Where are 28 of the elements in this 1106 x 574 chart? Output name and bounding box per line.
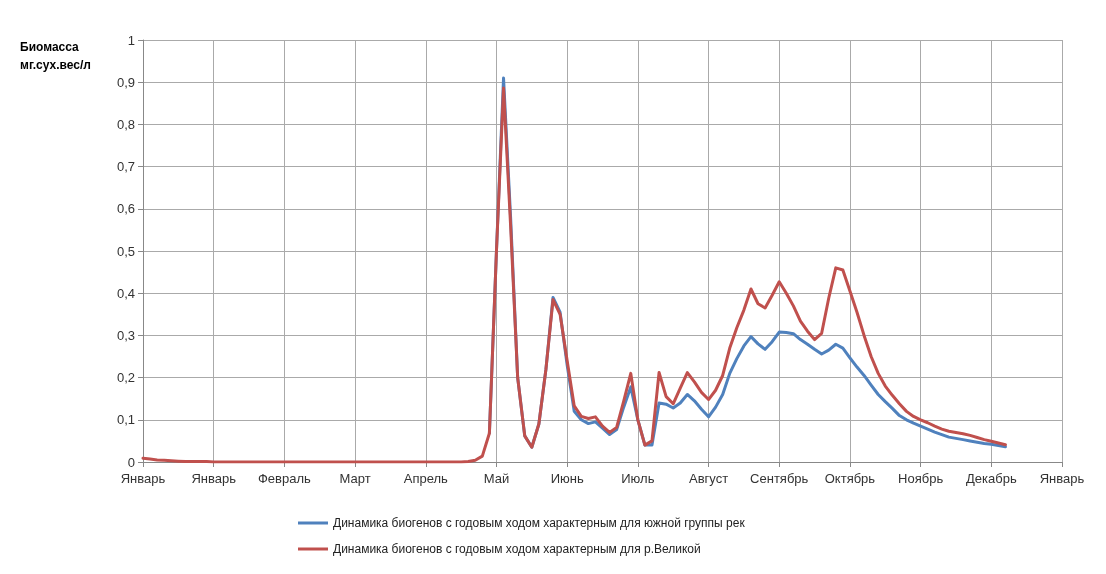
y-tick-label: 0,9: [116, 74, 135, 90]
x-tick-label: Декабрь: [965, 471, 1017, 486]
y-tick-label: 1: [127, 32, 135, 48]
y-tick-label: 0,7: [116, 159, 135, 175]
x-tick-label: Январь: [191, 471, 237, 486]
legend-label: Динамика биогенов с годовым ходом характерным для южной группы рек: [333, 516, 746, 530]
x-tick-label: Январь: [120, 471, 166, 486]
y-tick-label: 0: [127, 454, 135, 470]
x-tick-label: Октябрь: [824, 471, 876, 486]
x-tick-label: Май: [483, 471, 510, 486]
x-tick-label: Январь: [1039, 471, 1085, 486]
legend-label: Динамика биогенов с годовым ходом характерным для р.Великой: [333, 542, 701, 556]
x-tick-label: Июнь: [550, 471, 584, 486]
x-tick-label: Март: [339, 471, 371, 486]
x-tick-label: Ноябрь: [898, 471, 944, 486]
y-tick-label: 0,5: [116, 243, 135, 259]
y-tick-label: 0,1: [116, 412, 135, 428]
y-tick-label: 0,6: [116, 201, 135, 217]
y-tick-label: 0,2: [116, 370, 135, 386]
y-tick-label: 0,4: [116, 285, 135, 301]
y-tick-label: 0,8: [116, 116, 135, 132]
x-tick-label: Август: [688, 471, 729, 486]
y-axis-title: Биомасса мг.сух.вес/л: [20, 40, 91, 72]
y-tick-label: 0,3: [116, 327, 135, 343]
x-tick-label: Сентябрь: [750, 471, 809, 486]
x-tick-label: Апрель: [403, 471, 449, 486]
x-tick-label: Июль: [621, 471, 655, 486]
x-tick-label: Февраль: [257, 471, 312, 486]
